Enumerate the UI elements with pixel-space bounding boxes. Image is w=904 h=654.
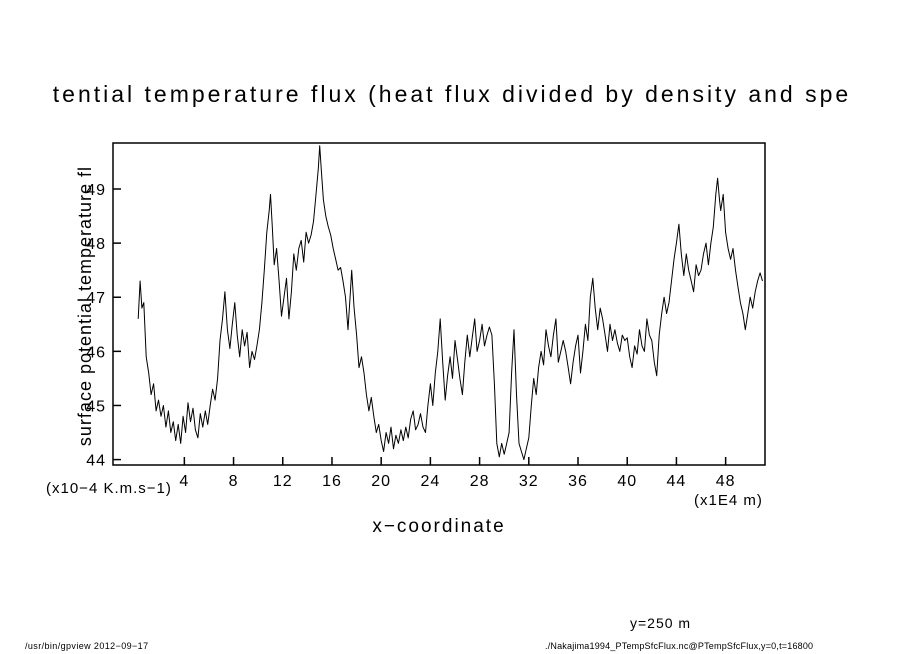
y-tick-label: 49 bbox=[86, 182, 106, 199]
annotation-y-level: y=250 m bbox=[630, 615, 692, 631]
page-title: tential temperature flux (heat flux divi… bbox=[52, 81, 852, 107]
annotation-block: y=250 m t=16800 sec bbox=[630, 566, 718, 654]
x-tick-label: 44 bbox=[667, 473, 687, 490]
x-tick-label: 32 bbox=[519, 473, 539, 490]
x-tick-label: 28 bbox=[470, 473, 490, 490]
x-tick-label: 16 bbox=[322, 473, 342, 490]
y-axis-units: (x10−4 K.m.s−1) bbox=[46, 480, 172, 497]
footer-source-file: ./Nakajima1994_PTempSfcFlux.nc@PTempSfcF… bbox=[545, 641, 814, 651]
x-tick-label: 48 bbox=[716, 473, 736, 490]
y-tick-label: 45 bbox=[86, 398, 106, 415]
data-series-line bbox=[137, 145, 763, 461]
x-tick-label: 40 bbox=[617, 473, 637, 490]
y-tick-label: 48 bbox=[86, 236, 106, 253]
x-tick-label: 20 bbox=[371, 473, 391, 490]
plot-frame bbox=[112, 142, 766, 466]
x-tick-label: 36 bbox=[568, 473, 588, 490]
y-tick-label: 44 bbox=[86, 453, 106, 470]
x-tick-label: 24 bbox=[420, 473, 440, 490]
x-tick-label: 8 bbox=[229, 473, 239, 490]
footer-command-date: /usr/bin/gpview 2012−09−17 bbox=[25, 641, 149, 651]
x-tick-label: 12 bbox=[273, 473, 293, 490]
y-tick-label: 46 bbox=[86, 344, 106, 361]
x-axis-units: (x1E4 m) bbox=[694, 492, 763, 509]
x-axis-label: x−coordinate bbox=[372, 516, 506, 537]
x-tick-label: 4 bbox=[179, 473, 189, 490]
y-tick-label: 47 bbox=[86, 290, 106, 307]
